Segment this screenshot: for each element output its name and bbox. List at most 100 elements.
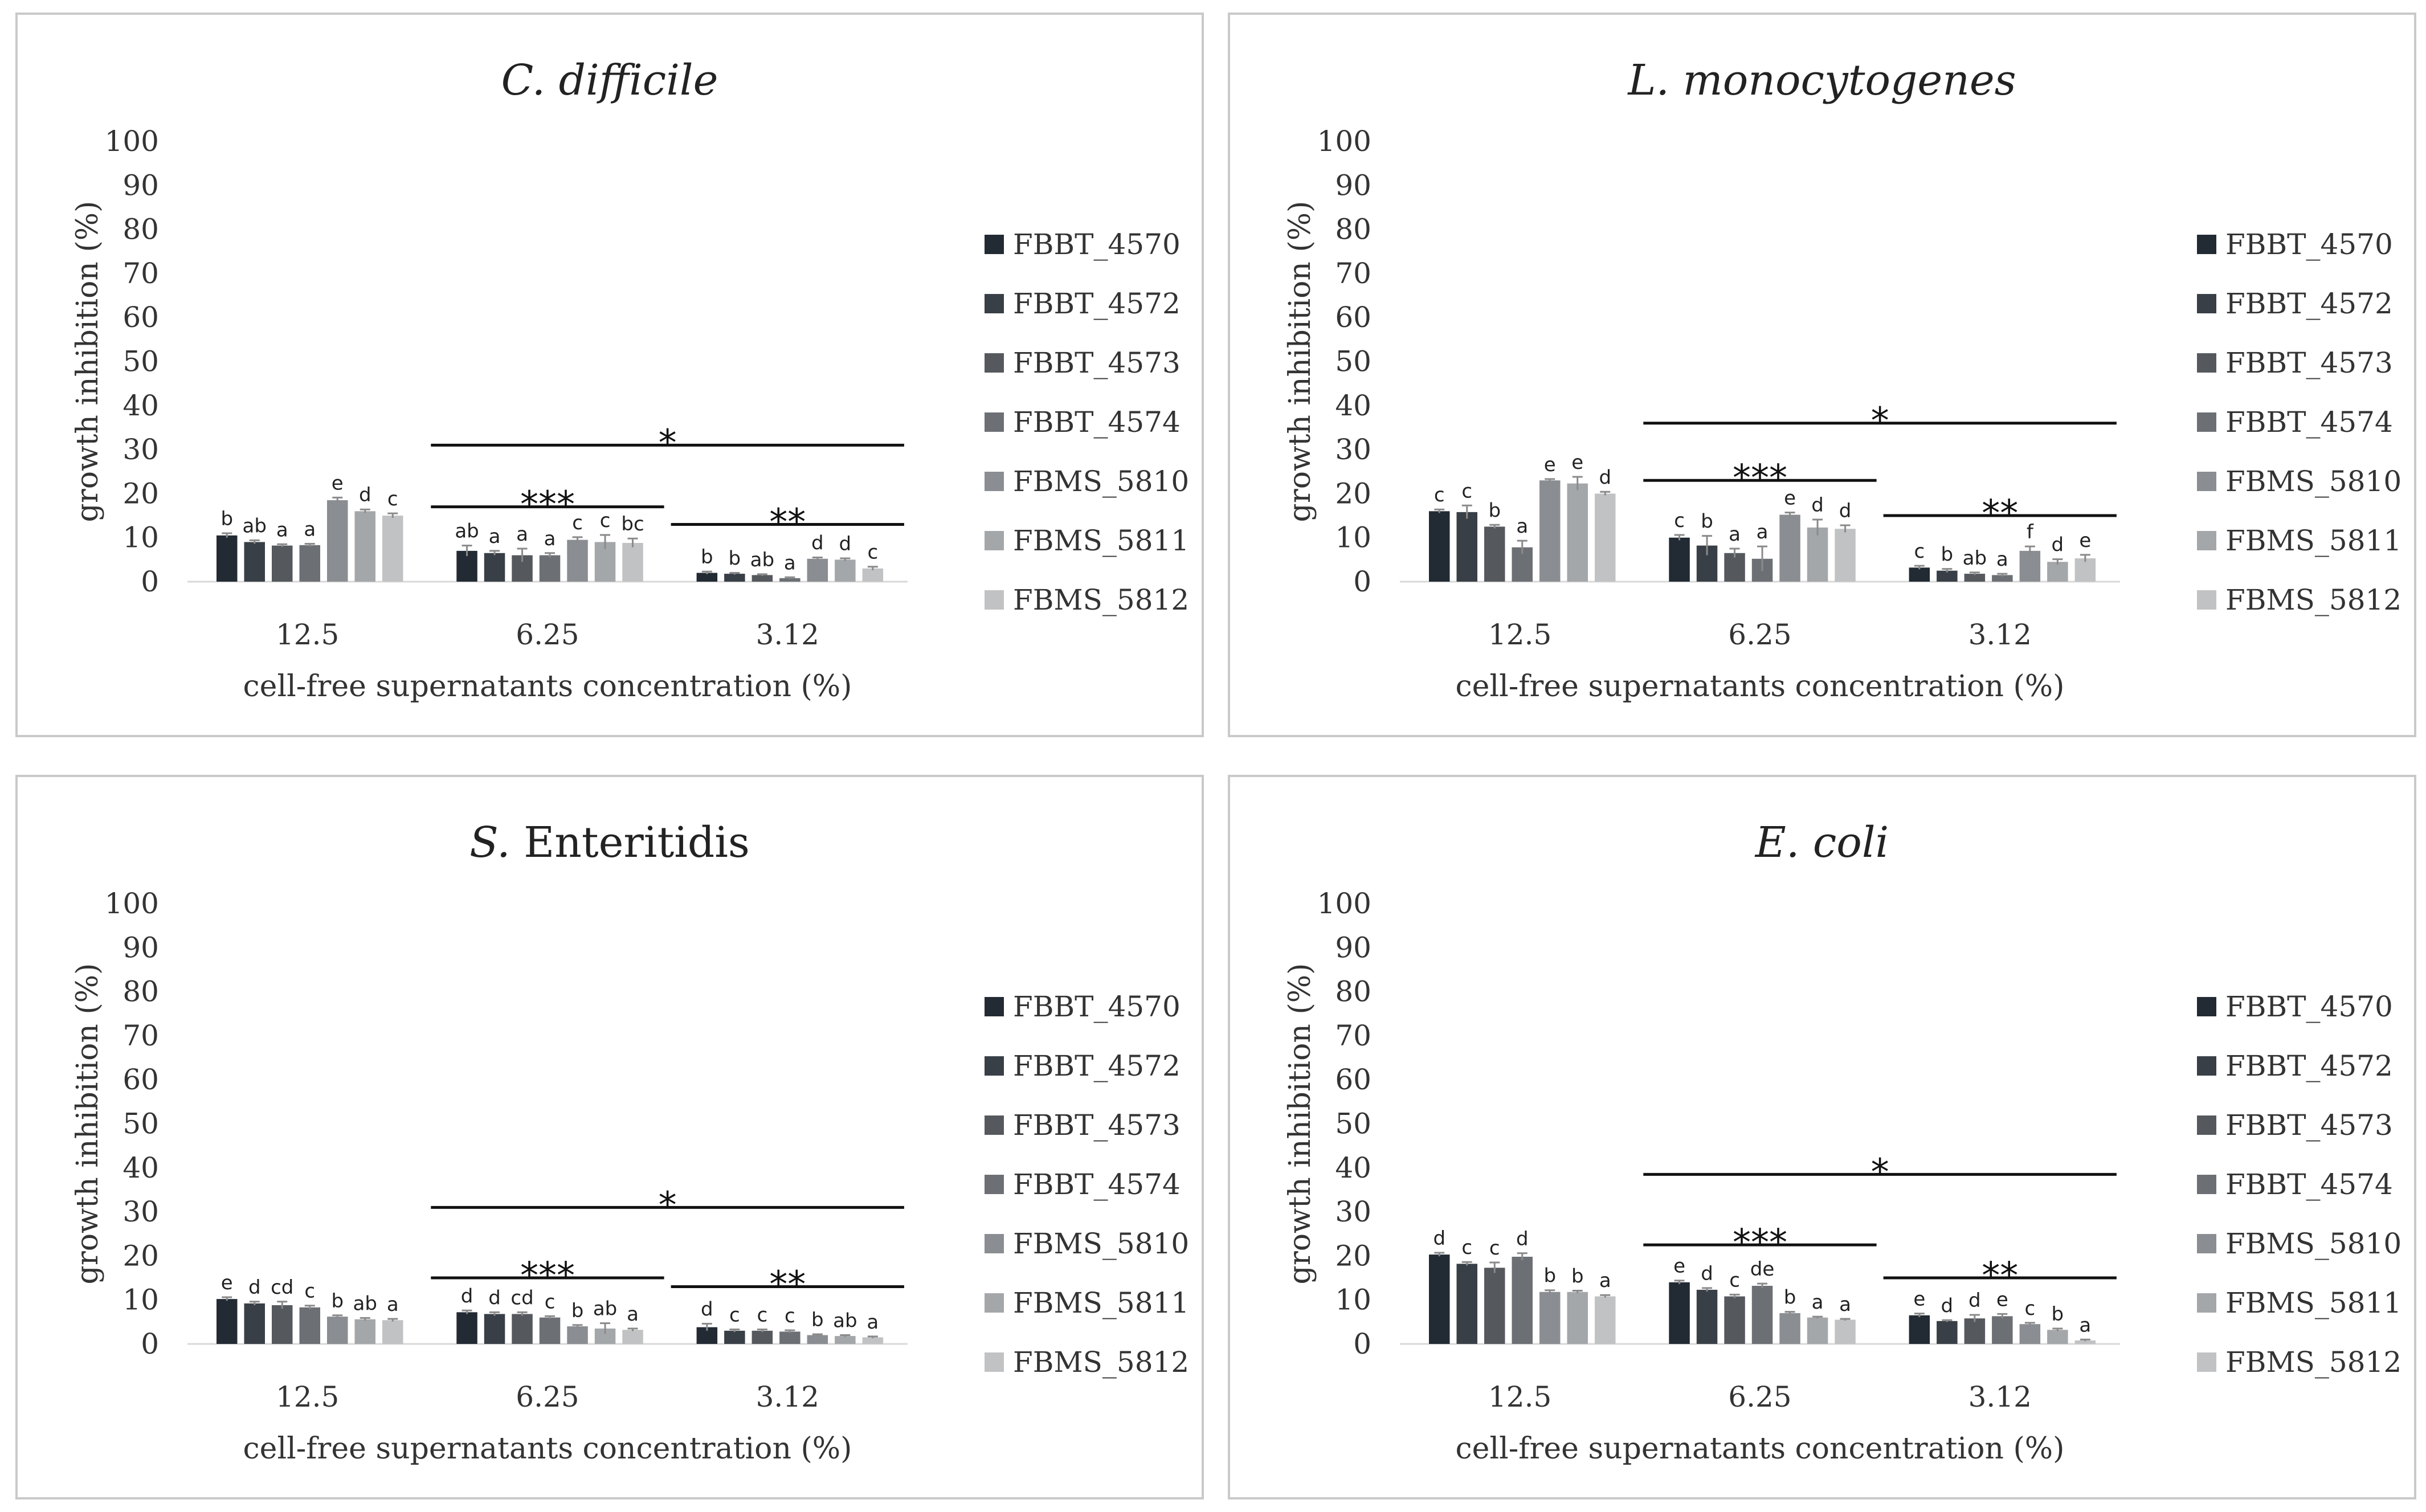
bar-fbbt-4572 <box>724 1330 745 1344</box>
y-tick-label: 70 <box>122 1019 159 1052</box>
significance-letter: c <box>1434 484 1445 506</box>
significance-letter: a <box>1812 1291 1824 1314</box>
bar-fbms-5810 <box>1539 480 1561 582</box>
x-tick-label: 6.25 <box>1728 618 1791 651</box>
significance-letter: ab <box>243 514 267 537</box>
significance-letter: e <box>1996 1288 2008 1311</box>
bar-fbms-5810 <box>2019 550 2041 582</box>
significance-letter: b <box>1571 1265 1584 1288</box>
legend-swatch <box>2197 1293 2216 1313</box>
y-tick-label: 100 <box>105 125 159 158</box>
bar-fbms-5811 <box>1807 1317 1828 1344</box>
significance-letter: b <box>1941 543 1954 566</box>
significance-letter: e <box>1571 451 1583 474</box>
bar-fbbt-4574 <box>779 578 801 582</box>
bar-fbbt-4573 <box>752 1330 773 1344</box>
legend-label: FBBT_4573 <box>1013 346 1181 379</box>
y-tick-label: 70 <box>1335 257 1371 290</box>
bar-fbms-5811 <box>1567 483 1588 582</box>
significance-letter: a <box>1757 521 1769 543</box>
chart-title: L. monocytogenes <box>1627 56 2016 105</box>
bar-fbbt-4570 <box>1909 567 1930 582</box>
y-tick-label: 40 <box>122 1151 159 1184</box>
x-tick-label: 6.25 <box>516 618 579 651</box>
significance-letter: a <box>627 1303 639 1326</box>
significance-stars: ** <box>769 1264 806 1306</box>
y-axis-label: growth inhibition (%) <box>71 963 105 1285</box>
legend-swatch <box>985 997 1004 1016</box>
significance-letter: ab <box>353 1292 377 1315</box>
significance-letter: a <box>1996 548 2008 571</box>
significance-stars: * <box>659 422 677 464</box>
bar-fbbt-4573 <box>1724 553 1745 582</box>
bar-fbbt-4573 <box>752 575 773 582</box>
legend-swatch <box>2197 1175 2216 1194</box>
bar-fbms-5811 <box>1567 1292 1588 1344</box>
x-axis-label: cell-free supernatants concentration (%) <box>1456 669 2065 704</box>
y-tick-label: 10 <box>1335 521 1371 554</box>
legend-swatch <box>985 472 1004 491</box>
bar-fbbt-4572 <box>724 574 745 582</box>
x-tick-label: 12.5 <box>276 1380 339 1413</box>
legend-label: FBBT_4570 <box>1013 990 1181 1023</box>
y-tick-label: 20 <box>1335 1239 1371 1272</box>
significance-stars: *** <box>1733 457 1787 500</box>
chart-title-part: L. monocytogenes <box>1627 56 2016 105</box>
significance-letter: c <box>1461 480 1472 502</box>
legend-swatch <box>985 531 1004 550</box>
bar-fbms-5810 <box>807 1335 828 1344</box>
y-tick-label: 100 <box>105 887 159 920</box>
y-tick-label: 70 <box>122 257 159 290</box>
bar-fbbt-4574 <box>779 1331 801 1344</box>
x-tick-label: 12.5 <box>1488 618 1551 651</box>
y-tick-label: 50 <box>1335 345 1371 378</box>
significance-letter: cd <box>510 1286 533 1309</box>
bar-fbbt-4570 <box>1429 511 1450 582</box>
significance-letter: e <box>221 1272 233 1294</box>
chart-panel-l-monocytogenes: L. monocytogenes 0 10 20 30 40 50 60 70 80 90 100 gr… <box>1228 13 2416 737</box>
significance-letter: c <box>304 1280 315 1303</box>
y-tick-label: 100 <box>1317 887 1371 920</box>
legend-swatch <box>2197 1234 2216 1253</box>
legend-label: FBMS_5812 <box>1013 1346 1189 1379</box>
legend-label: FBBT_4573 <box>2225 1109 2393 1142</box>
y-tick-label: 10 <box>122 1284 159 1317</box>
bar-fbms-5812 <box>622 542 643 582</box>
legend-label: FBMS_5812 <box>2225 583 2402 616</box>
y-tick-label: 50 <box>122 1108 159 1141</box>
bar-fbbt-4573 <box>1964 1318 1986 1344</box>
significance-letter: c <box>387 488 398 510</box>
bar-fbms-5812 <box>1835 529 1856 582</box>
significance-letter: d <box>1941 1294 1954 1317</box>
legend-swatch <box>2197 353 2216 373</box>
bar-fbms-5812 <box>862 1337 884 1344</box>
significance-letter: b <box>1701 510 1713 533</box>
bar-fbbt-4573 <box>1964 574 1986 582</box>
bar-fbms-5810 <box>327 500 348 582</box>
x-tick-label: 12.5 <box>276 618 339 651</box>
legend-label: FBMS_5810 <box>2225 465 2402 498</box>
y-tick-label: 0 <box>141 1327 159 1360</box>
significance-stars: *** <box>520 1255 575 1297</box>
bar-fbms-5812 <box>862 568 884 582</box>
x-tick-label: 3.12 <box>756 1380 819 1413</box>
y-tick-label: 100 <box>1317 125 1371 158</box>
bar-fbbt-4572 <box>1456 1264 1477 1344</box>
bar-fbbt-4574 <box>1751 1285 1773 1344</box>
significance-letter: a <box>304 518 316 541</box>
bar-fbbt-4570 <box>1909 1315 1930 1344</box>
significance-letter: b <box>2052 1303 2064 1326</box>
significance-letter: b <box>331 1290 344 1313</box>
legend-label: FBBT_4572 <box>1013 1049 1181 1082</box>
significance-letter: bc <box>621 513 644 536</box>
legend-swatch <box>985 235 1004 254</box>
legend-label: FBMS_5811 <box>1013 1286 1189 1319</box>
chart-title: C. difficile <box>501 56 718 105</box>
bar-fbms-5811 <box>2047 562 2068 582</box>
legend-label: FBMS_5810 <box>1013 465 1189 498</box>
significance-letter: e <box>1913 1288 1925 1311</box>
y-axis-label: growth inhibition (%) <box>1283 201 1317 522</box>
legend-label: FBMS_5810 <box>2225 1227 2402 1260</box>
y-tick-label: 30 <box>122 1195 159 1228</box>
y-tick-label: 20 <box>122 1239 159 1272</box>
